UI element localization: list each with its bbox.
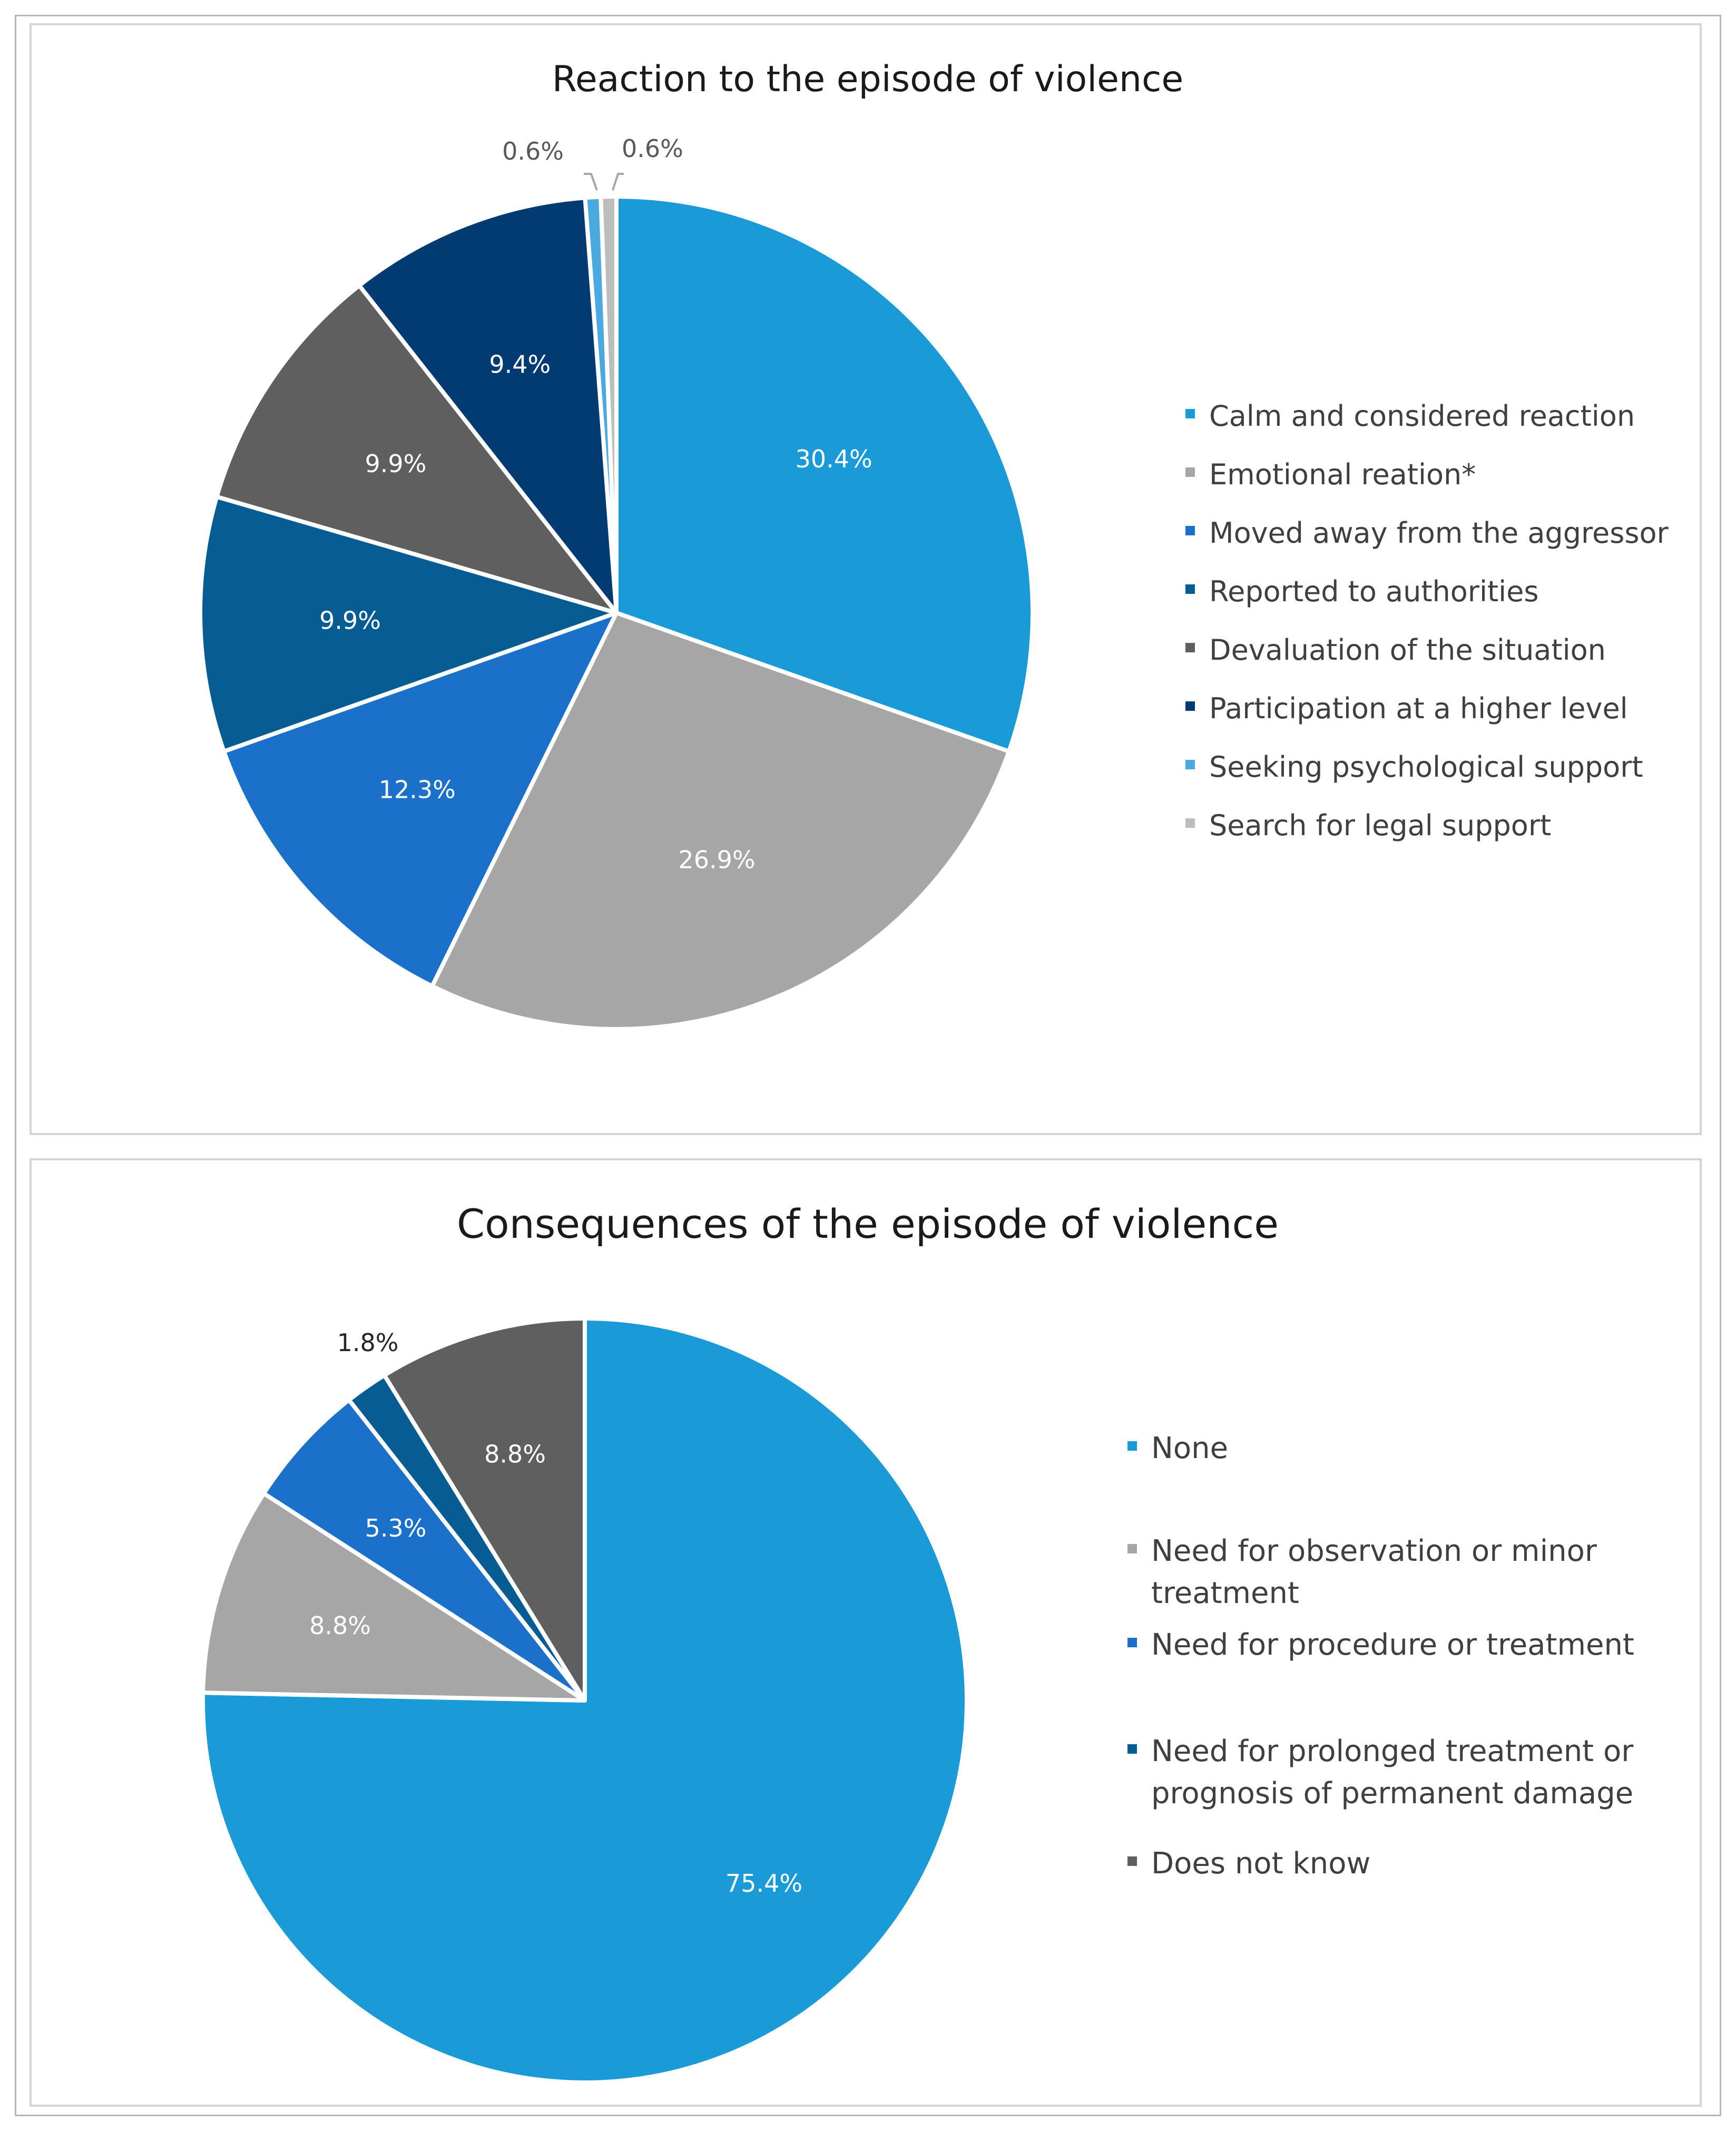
reaction-slice-devaluation-of-the-situation bbox=[214, 283, 619, 615]
consequences-legend-label: Need for prolonged treatment or bbox=[1151, 1734, 1634, 1768]
reaction-legend-swatch bbox=[1185, 526, 1195, 535]
reaction-legend-swatch bbox=[1185, 701, 1195, 711]
reaction-slice-participation-at-a-higher-level bbox=[357, 195, 619, 615]
reaction-legend-swatch bbox=[1185, 409, 1195, 418]
consequences-legend-swatch bbox=[1127, 1744, 1137, 1754]
reaction-leader-line bbox=[612, 173, 624, 191]
consequences-chart-title: Consequences of the episode of violence bbox=[457, 1200, 1279, 1247]
reaction-legend-label: Emotional reation* bbox=[1209, 458, 1476, 491]
consequences-legend-swatch bbox=[1127, 1638, 1137, 1647]
reaction-data-label: 12.3% bbox=[379, 776, 456, 804]
reaction-legend-label: Search for legal support bbox=[1209, 809, 1551, 842]
reaction-legend-label: Participation at a higher level bbox=[1209, 692, 1628, 725]
consequences-legend-label: Does not know bbox=[1151, 1846, 1370, 1881]
reaction-legend-label: Devaluation of the situation bbox=[1209, 633, 1606, 667]
reaction-slice-moved-away-from-the-aggressor bbox=[222, 611, 619, 989]
reaction-slice-calm-and-considered-reaction bbox=[614, 194, 1035, 754]
reaction-data-label: 9.9% bbox=[365, 449, 426, 478]
consequences-legend-label: prognosis of permanent damage bbox=[1151, 1776, 1633, 1811]
reaction-data-label: 9.9% bbox=[319, 606, 381, 634]
consequences-slice-need-for-observation-or-minor-treatment bbox=[201, 1491, 587, 1703]
reaction-pie-chart: Reaction to the episode of violence 30.4%… bbox=[198, 58, 1669, 1031]
consequences-data-label: 8.8% bbox=[484, 1440, 546, 1469]
reaction-legend-swatch bbox=[1185, 584, 1195, 594]
reaction-data-label: 9.4% bbox=[489, 350, 551, 379]
reaction-data-label: 0.6% bbox=[502, 137, 564, 165]
reaction-data-label: 30.4% bbox=[796, 445, 872, 473]
consequences-slice-need-for-procedure-or-treatment bbox=[261, 1397, 587, 1703]
reaction-legend-label: Reported to authorities bbox=[1209, 575, 1539, 608]
reaction-data-label: 26.9% bbox=[678, 845, 755, 874]
consequences-legend-label: None bbox=[1151, 1431, 1228, 1465]
consequences-chart-panel: Consequences of the episode of violence 7… bbox=[30, 1158, 1702, 2107]
reaction-legend-label: Moved away from the aggressor bbox=[1209, 516, 1669, 550]
reaction-legend-label: Calm and considered reaction bbox=[1209, 399, 1635, 433]
reaction-legend-swatch bbox=[1185, 467, 1195, 477]
consequences-legend-label: Need for procedure or treatment bbox=[1151, 1628, 1634, 1662]
reaction-legend-swatch bbox=[1185, 643, 1195, 652]
reaction-slice-reported-to-authorities bbox=[198, 494, 619, 754]
consequences-legend-swatch bbox=[1127, 1441, 1137, 1451]
reaction-slice-search-for-legal-support bbox=[599, 194, 619, 615]
reaction-legend-swatch bbox=[1185, 760, 1195, 769]
consequences-legend-swatch bbox=[1127, 1544, 1137, 1553]
reaction-chart-panel: Reaction to the episode of violence 30.4%… bbox=[30, 23, 1702, 1135]
reaction-legend-swatch bbox=[1185, 818, 1195, 828]
consequences-data-label: 75.4% bbox=[725, 1869, 802, 1898]
consequences-legend-swatch bbox=[1127, 1856, 1137, 1866]
reaction-chart-title: Reaction to the episode of violence bbox=[552, 58, 1184, 100]
consequences-legend-label: treatment bbox=[1151, 1576, 1299, 1610]
consequences-slice-does-not-know bbox=[382, 1316, 587, 1703]
consequences-data-label: 1.8% bbox=[337, 1328, 399, 1357]
consequences-data-label: 8.8% bbox=[309, 1611, 371, 1640]
reaction-slice-emotional-reation bbox=[430, 611, 1011, 1031]
consequences-pie-chart: Consequences of the episode of violence 7… bbox=[201, 1200, 1634, 2085]
reaction-leader-line bbox=[584, 173, 598, 191]
reaction-data-label: 0.6% bbox=[622, 134, 683, 163]
consequences-legend-label: Need for observation or minor bbox=[1151, 1534, 1597, 1568]
consequences-data-label: 5.3% bbox=[365, 1514, 427, 1542]
reaction-legend-label: Seeking psychological support bbox=[1209, 750, 1643, 784]
